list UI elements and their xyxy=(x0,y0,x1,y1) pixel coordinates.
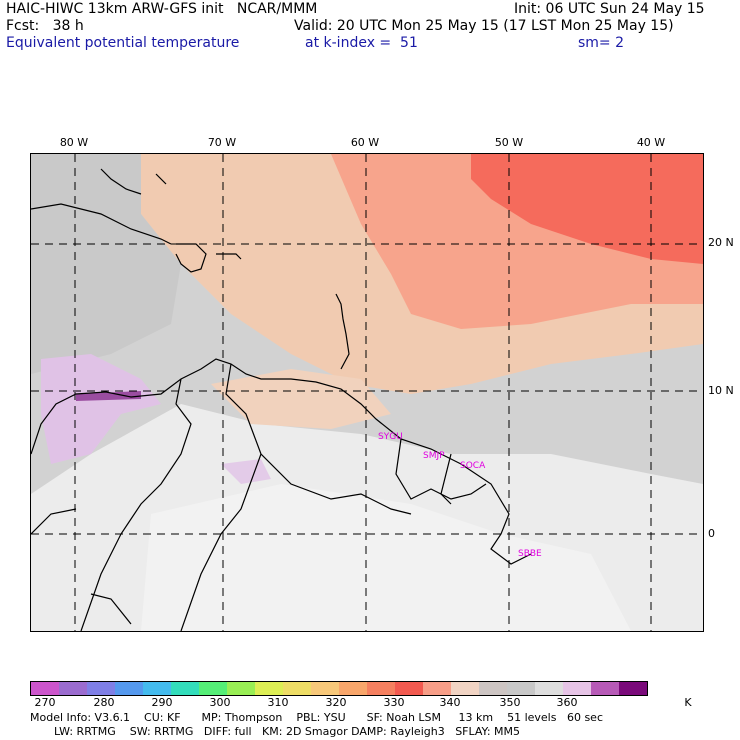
colorbar-swatch xyxy=(451,682,479,695)
colorbar-tick-label: 350 xyxy=(499,696,521,709)
colorbar-swatch xyxy=(619,682,647,695)
lat-label-20n: 20 N xyxy=(708,236,734,249)
field-gray-northwest xyxy=(31,154,181,374)
colorbar-swatch xyxy=(59,682,87,695)
colorbar-swatch xyxy=(563,682,591,695)
model-title: HAIC-HIWC 13km ARW-GFS init NCAR/MMM xyxy=(6,1,318,17)
colorbar-swatch xyxy=(143,682,171,695)
station-label-sygu: SYGU xyxy=(378,432,403,442)
lon-label-60w: 60 W xyxy=(350,136,380,149)
lon-label-40w: 40 W xyxy=(636,136,666,149)
colorbar-swatch xyxy=(479,682,507,695)
field-name: Equivalent potential temperature xyxy=(6,35,240,51)
init-time: Init: 06 UTC Sun 24 May 15 xyxy=(514,1,705,17)
station-label-smjp: SMJP xyxy=(423,451,445,461)
model-info-line1: Model Info: V3.6.1 CU: KF MP: Thompson P… xyxy=(30,711,603,724)
colorbar-tick-label: 360 xyxy=(556,696,578,709)
graticule xyxy=(31,154,703,631)
colorbar-swatch xyxy=(115,682,143,695)
colorbar-swatch xyxy=(171,682,199,695)
lon-label-80w: 80 W xyxy=(59,136,89,149)
colorbar-swatch xyxy=(283,682,311,695)
colorbar-swatch xyxy=(199,682,227,695)
colorbar-tick-label: 310 xyxy=(267,696,289,709)
colorbar-swatch xyxy=(591,682,619,695)
field-lavender-west xyxy=(41,354,161,464)
field-peach-lower xyxy=(211,369,391,429)
colorbar xyxy=(30,681,648,696)
colorbar-swatch xyxy=(423,682,451,695)
lat-label-10n: 10 N xyxy=(708,384,734,397)
lon-label-50w: 50 W xyxy=(494,136,524,149)
colorbar-tick-label: 320 xyxy=(325,696,347,709)
map-panel xyxy=(30,153,704,632)
colorbar-tick-label: 340 xyxy=(439,696,461,709)
lat-label-0: 0 xyxy=(708,527,715,540)
colorbar-swatch xyxy=(535,682,563,695)
smoothing-value: sm= 2 xyxy=(578,35,625,51)
lon-label-70w: 70 W xyxy=(207,136,237,149)
field-lavender-south xyxy=(221,459,271,484)
colorbar-swatch xyxy=(395,682,423,695)
colorbar-tick-label: 290 xyxy=(151,696,173,709)
colorbar-swatch xyxy=(339,682,367,695)
colorbar-tick-label: 330 xyxy=(383,696,405,709)
model-info-line2: LW: RRTMG SW: RRTMG DIFF: full KM: 2D Sm… xyxy=(54,725,520,738)
station-label-sbbe: SBBE xyxy=(518,549,542,559)
colorbar-swatch xyxy=(255,682,283,695)
field-red xyxy=(471,154,703,264)
colorbar-swatch xyxy=(227,682,255,695)
colorbar-swatch xyxy=(31,682,59,695)
colorbar-swatch xyxy=(367,682,395,695)
valid-time: Valid: 20 UTC Mon 25 May 15 (17 LST Mon … xyxy=(294,18,674,34)
theta-e-field-map xyxy=(31,154,703,631)
colorbar-tick-label: 280 xyxy=(93,696,115,709)
colorbar-swatch xyxy=(507,682,535,695)
colorbar-swatch xyxy=(311,682,339,695)
colorbar-swatch xyxy=(87,682,115,695)
coastlines xyxy=(31,168,532,631)
colorbar-tick-label: 270 xyxy=(34,696,56,709)
forecast-hour: Fcst: 38 h xyxy=(6,18,84,34)
colorbar-tick-label: K xyxy=(684,696,692,709)
colorbar-tick-label: 300 xyxy=(209,696,231,709)
station-label-soca: SOCA xyxy=(460,461,486,471)
level-index: at k-index = 51 xyxy=(305,35,418,51)
